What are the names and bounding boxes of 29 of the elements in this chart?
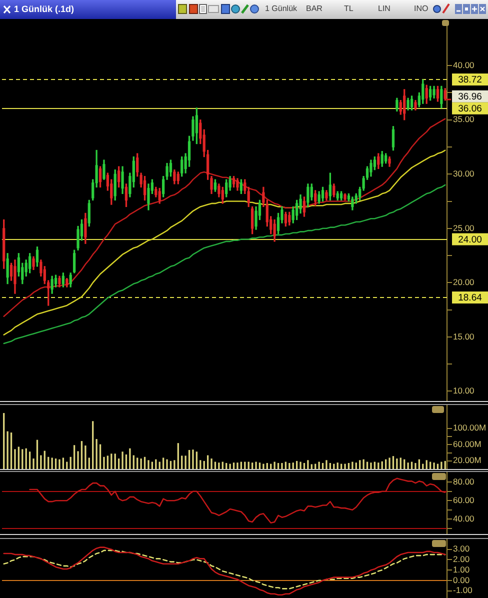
y-tick-label: 60.00M [453,438,482,449]
y-tick-label: 25.00 [453,222,475,233]
text: LIN [378,4,390,14]
y-tick-label: 3.00 [453,544,470,554]
y-tick-label: 20.00M [453,455,482,466]
y-tick-label: 15.00 [453,331,475,342]
y-tick-label: 1.00 [453,564,470,574]
chart-title: 1 Günlük (.1d) [14,3,74,15]
y-tick-label: 80.00 [453,476,475,486]
y-tick-label: 40.00 [453,514,475,524]
y-tick-label: 30.00 [453,168,475,178]
y-tick-label: 100.00M [453,422,486,433]
y-tick-label: -1.00 [453,585,473,596]
ref-line-label: 36.06 [458,103,482,114]
y-tick-label: 20.00 [453,277,475,288]
text: TL [344,4,354,14]
y-tick-label: 60.00 [453,494,475,505]
text: BAR [306,4,322,14]
text: INO [414,4,428,14]
y-tick-label: 2.00 [453,554,470,564]
y-tick-label: 0.00 [453,574,470,585]
ref-line-label: 18.64 [458,292,482,304]
ref-line-label: 24.00 [458,234,482,246]
y-tick-label: 35.00 [453,114,475,124]
text: 1 Günlük [265,4,298,14]
y-tick-label: 40.00 [453,60,475,70]
text: 36.96 [458,91,482,102]
y-tick-label: 10.00 [453,386,475,396]
ref-line-label: 38.72 [458,74,482,86]
